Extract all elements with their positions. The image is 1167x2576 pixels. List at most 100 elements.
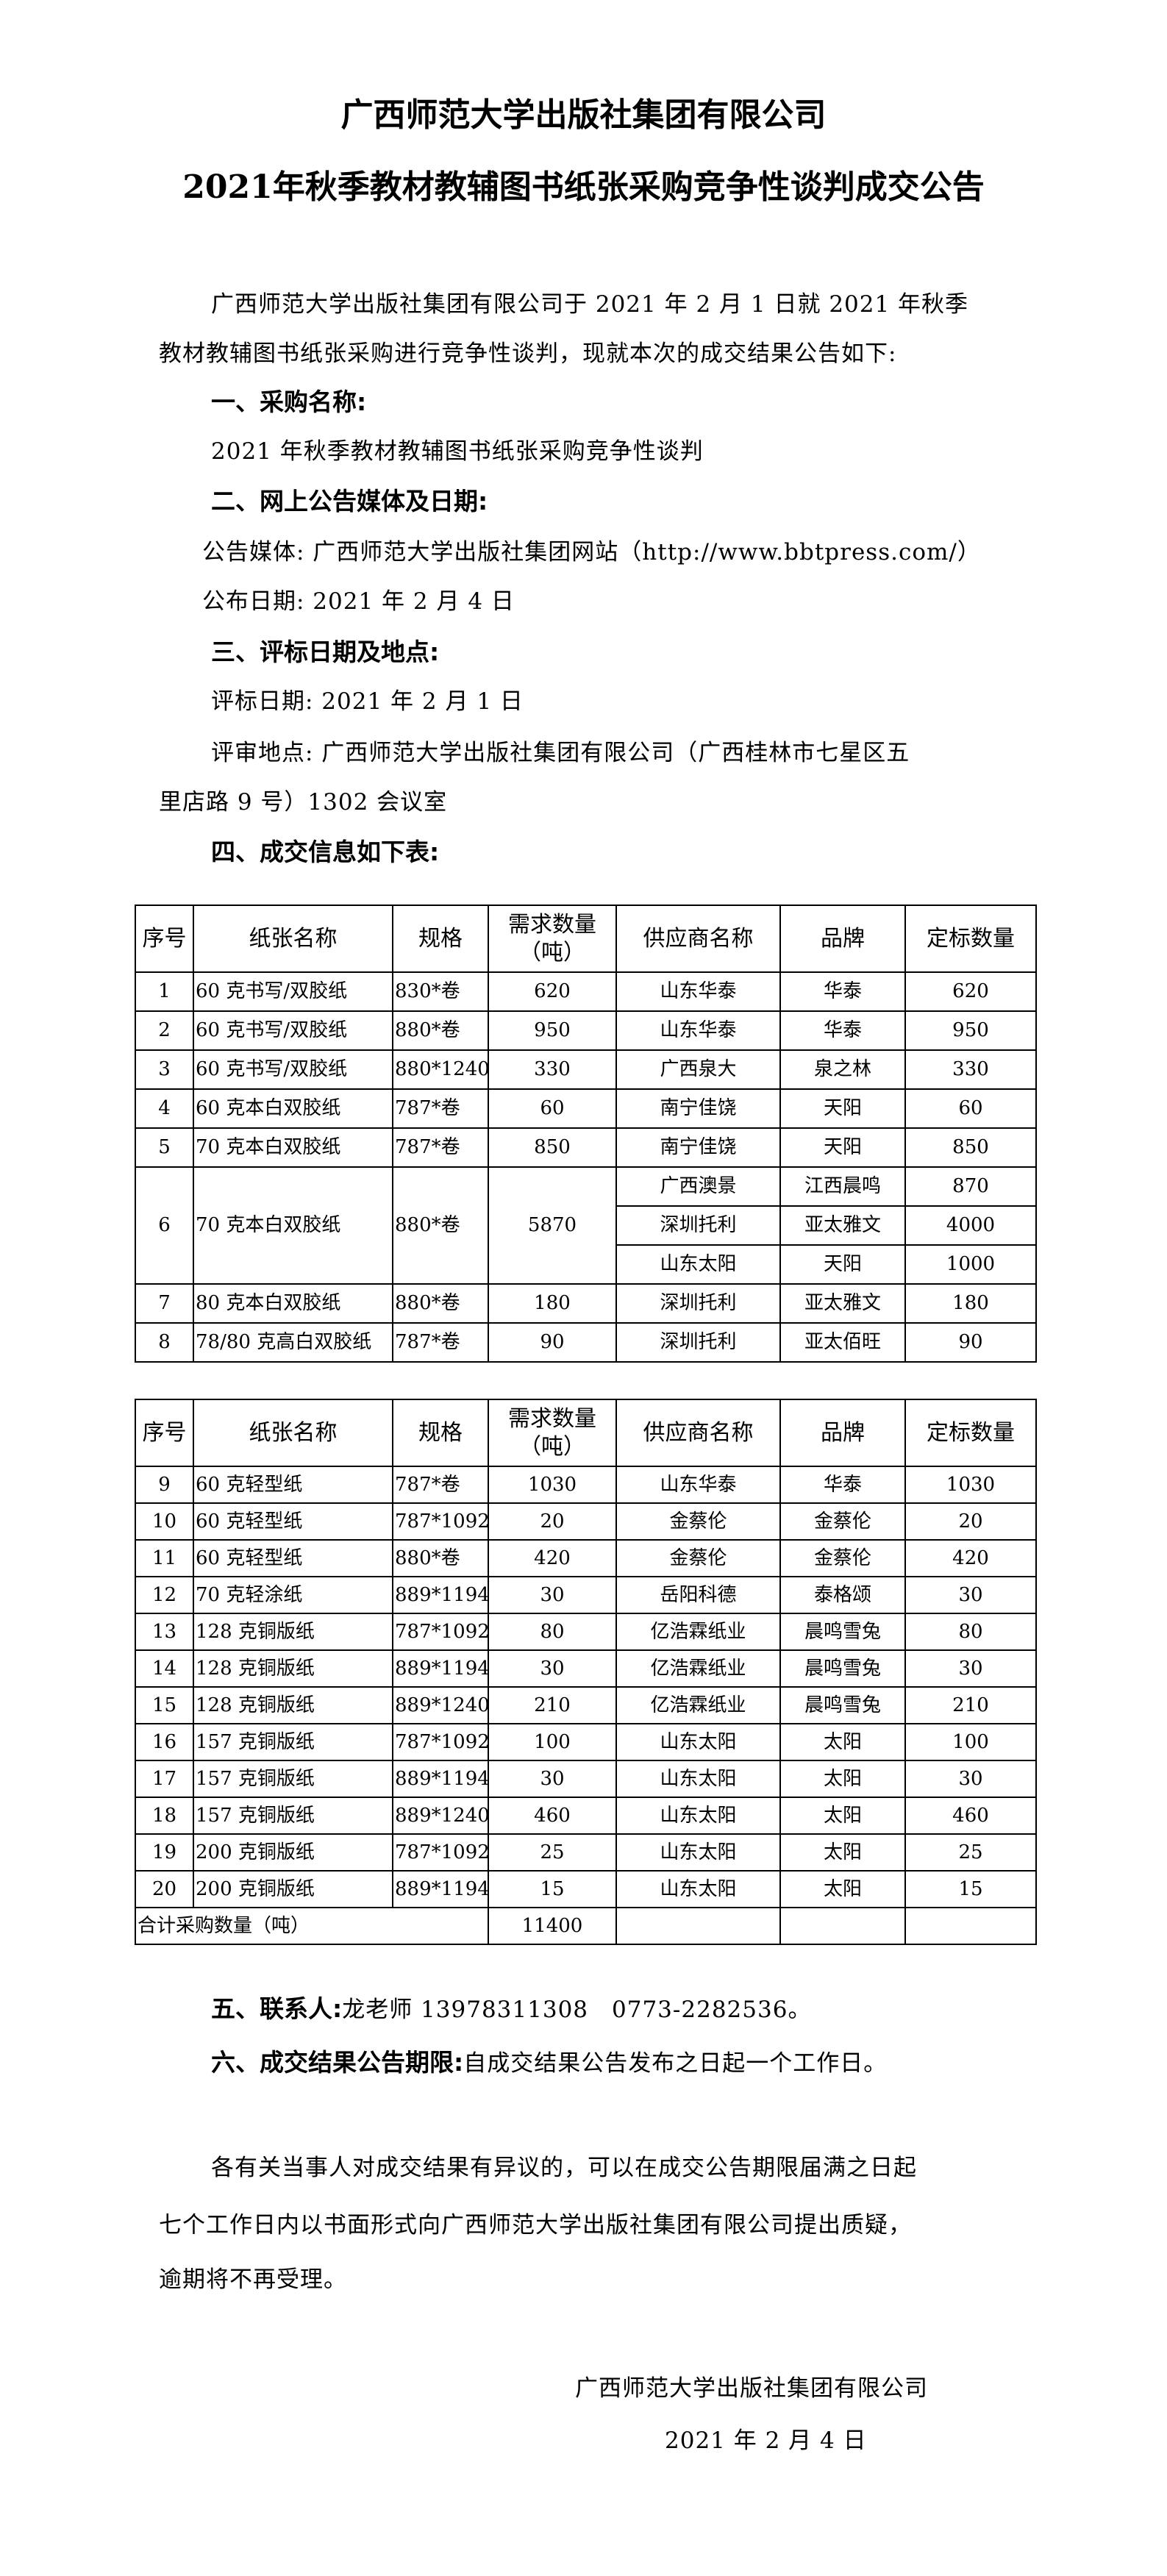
section-5-text: 龙老师 13978311308 0773-2282536。 — [342, 1997, 812, 2023]
results-table-2: 序号 纸张名称 规格 需求数量（吨） 供应商名称 品牌 定标数量 9 60 克轻型纸 787*卷 1… — [135, 1399, 1037, 1945]
cell-brand: 天阳 — [779, 1088, 906, 1129]
cell-paper-name: 60 克轻型纸 — [193, 1466, 393, 1504]
closing-line-1: 各有关当事人对成交结果有异议的，可以在成交公告期限届满之日起 — [211, 2155, 917, 2181]
cell-awarded-qty: 850 — [904, 1127, 1037, 1168]
cell-brand: 亚太雅文 — [779, 1283, 906, 1324]
section-6-text: 自成交结果公告发布之日起一个工作日。 — [463, 2050, 888, 2077]
cell-brand: 华泰 — [779, 1466, 906, 1504]
cell-demand-qty: 80 — [488, 1613, 617, 1651]
column-header: 品牌 — [779, 1399, 906, 1467]
table-row: 7 80 克本白双胶纸 880*卷 180 深圳托利 亚太雅文 180 — [135, 1283, 1037, 1324]
column-header: 供应商名称 — [615, 1399, 781, 1467]
section-3-heading: 三、评标日期及地点: — [211, 638, 440, 666]
cell-paper-name: 60 克书写/双胶纸 — [193, 971, 393, 1012]
cell-supplier: 山东华泰 — [615, 1010, 781, 1051]
column-header: 规格 — [392, 905, 489, 973]
cell-demand-qty: 850 — [488, 1127, 617, 1168]
cell-spec: 889*1194 — [392, 1760, 490, 1798]
cell-no: 8 — [135, 1322, 194, 1363]
empty-cell — [904, 1907, 1037, 1945]
cell-awarded-qty: 30 — [904, 1576, 1037, 1614]
cell-no: 6 — [135, 1166, 194, 1285]
table-row: 12 70 克轻涂纸 889*1194 30 岳阳科德 泰格颂 30 — [135, 1576, 1037, 1614]
cell-awarded-qty: 15 — [904, 1870, 1037, 1908]
table-row: 深圳托利 亚太雅文 4000 — [135, 1205, 1037, 1246]
cell-awarded-qty: 4000 — [904, 1205, 1037, 1246]
cell-spec: 787*1092 — [392, 1833, 490, 1872]
table-row: 13 128 克铜版纸 787*1092 80 亿浩霖纸业 晨鸣雪兔 80 — [135, 1613, 1037, 1651]
cell-supplier: 深圳托利 — [615, 1205, 781, 1246]
total-label: 合计采购数量（吨） — [135, 1907, 489, 1945]
section-1-text: 2021 年秋季教材教辅图书纸张采购竞争性谈判 — [211, 438, 704, 465]
cell-demand-qty: 30 — [488, 1760, 617, 1798]
cell-awarded-qty: 25 — [904, 1833, 1037, 1872]
cell-no: 4 — [135, 1088, 194, 1129]
cell-demand-qty: 100 — [488, 1723, 617, 1761]
section-4-heading: 四、成交信息如下表: — [211, 838, 440, 866]
cell-brand: 天阳 — [779, 1127, 906, 1168]
table-header-row: 序号 纸张名称 规格 需求数量（吨） 供应商名称 品牌 定标数量 — [135, 1399, 1037, 1467]
cell-paper-name: 70 克本白双胶纸 — [193, 1127, 393, 1168]
cell-awarded-qty: 870 — [904, 1166, 1037, 1207]
cell-awarded-qty: 420 — [904, 1539, 1037, 1577]
cell-paper-name: 200 克铜版纸 — [193, 1833, 393, 1872]
cell-brand: 亚太佰旺 — [779, 1322, 906, 1363]
cell-paper-name: 60 克本白双胶纸 — [193, 1088, 393, 1129]
column-header: 定标数量 — [904, 905, 1037, 973]
cell-spec: 889*1194 — [392, 1576, 490, 1614]
closing-line-3: 逾期将不再受理。 — [159, 2266, 347, 2293]
cell-brand: 太阳 — [779, 1870, 906, 1908]
cell-brand: 华泰 — [779, 1010, 906, 1051]
table-row: 10 60 克轻型纸 787*1092 20 金蔡伦 金蔡伦 20 — [135, 1502, 1037, 1541]
results-table-1: 序号 纸张名称 规格 需求数量（吨） 供应商名称 品牌 定标数量 1 60 克书写/双胶纸 830… — [135, 905, 1037, 1363]
table-row: 16 157 克铜版纸 787*1092 100 山东太阳 太阳 100 — [135, 1723, 1037, 1761]
cell-awarded-qty: 20 — [904, 1502, 1037, 1541]
cell-awarded-qty: 30 — [904, 1649, 1037, 1688]
table-row: 18 157 克铜版纸 889*1240 460 山东太阳 太阳 460 — [135, 1797, 1037, 1835]
document-title: 广西师范大学出版社集团有限公司 — [340, 96, 827, 134]
cell-paper-name: 128 克铜版纸 — [193, 1686, 393, 1724]
cell-awarded-qty: 90 — [904, 1322, 1037, 1363]
cell-supplier: 山东太阳 — [615, 1244, 781, 1285]
cell-demand-qty: 330 — [488, 1049, 617, 1090]
cell-supplier: 山东太阳 — [615, 1797, 781, 1835]
cell-awarded-qty: 80 — [904, 1613, 1037, 1651]
cell-brand: 太阳 — [779, 1833, 906, 1872]
cell-no: 14 — [135, 1649, 194, 1688]
cell-demand-qty: 460 — [488, 1797, 617, 1835]
cell-no: 16 — [135, 1723, 194, 1761]
table-header-row: 序号 纸张名称 规格 需求数量（吨） 供应商名称 品牌 定标数量 — [135, 905, 1037, 973]
empty-cell — [615, 1907, 781, 1945]
table-row: 15 128 克铜版纸 889*1240 210 亿浩霖纸业 晨鸣雪兔 210 — [135, 1686, 1037, 1724]
cell-awarded-qty: 60 — [904, 1088, 1037, 1129]
cell-demand-qty: 180 — [488, 1283, 617, 1324]
cell-supplier: 山东华泰 — [615, 1466, 781, 1504]
table-row: 11 60 克轻型纸 880*卷 420 金蔡伦 金蔡伦 420 — [135, 1539, 1037, 1577]
cell-supplier: 南宁佳饶 — [615, 1088, 781, 1129]
section-2-media: 公告媒体: 广西师范大学出版社集团网站（http://www.bbtpress.… — [202, 539, 981, 565]
cell-supplier: 广西泉大 — [615, 1049, 781, 1090]
column-header: 纸张名称 — [193, 1399, 393, 1467]
table-row: 9 60 克轻型纸 787*卷 1030 山东华泰 华泰 1030 — [135, 1466, 1037, 1504]
section-5-heading: 五、联系人: — [211, 1994, 343, 2023]
cell-spec: 880*卷 — [392, 1010, 489, 1051]
cell-no: 17 — [135, 1760, 194, 1798]
column-header: 序号 — [135, 1399, 194, 1467]
cell-supplier: 深圳托利 — [615, 1283, 781, 1324]
closing-line-2: 七个工作日内以书面形式向广西师范大学出版社集团有限公司提出质疑， — [159, 2212, 912, 2238]
cell-no: 12 — [135, 1576, 194, 1614]
column-header: 需求数量（吨） — [488, 905, 617, 973]
cell-spec: 889*1240 — [392, 1797, 490, 1835]
cell-awarded-qty: 210 — [904, 1686, 1037, 1724]
cell-brand: 泉之林 — [779, 1049, 906, 1090]
cell-demand-qty: 15 — [488, 1870, 617, 1908]
cell-brand: 华泰 — [779, 971, 906, 1012]
cell-awarded-qty: 330 — [904, 1049, 1037, 1090]
cell-awarded-qty: 180 — [904, 1283, 1037, 1324]
cell-no: 11 — [135, 1539, 194, 1577]
table-row: 5 70 克本白双胶纸 787*卷 850 南宁佳饶 天阳 850 — [135, 1127, 1037, 1168]
cell-no: 3 — [135, 1049, 194, 1090]
cell-awarded-qty: 1000 — [904, 1244, 1037, 1285]
cell-awarded-qty: 1030 — [904, 1466, 1037, 1504]
cell-demand-qty: 30 — [488, 1576, 617, 1614]
